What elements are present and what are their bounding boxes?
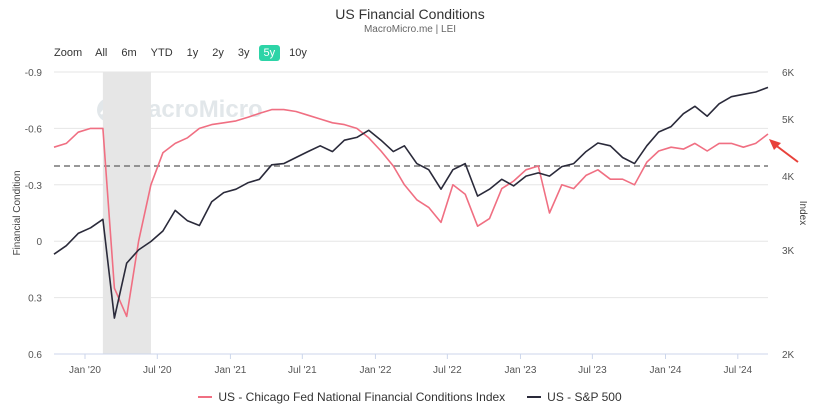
zoom-2y-button[interactable]: 2y: [212, 47, 224, 59]
left-tick-label: -0.6: [25, 124, 43, 135]
annotation-arrow-shaft: [773, 143, 799, 163]
legend-label-nfci: US - Chicago Fed National Financial Cond…: [218, 390, 506, 404]
chart-title: US Financial Conditions: [335, 6, 485, 22]
left-tick-label: 0: [36, 237, 42, 248]
x-tick-label: Jul '24: [724, 365, 753, 376]
x-tick-label: Jul '21: [288, 365, 317, 376]
zoom-all-button[interactable]: All: [95, 47, 108, 59]
zoom-10y-button[interactable]: 10y: [289, 47, 307, 59]
chart-subtitle: MacroMicro.me | LEI: [363, 24, 457, 35]
legend: US - Chicago Fed National Financial Cond…: [0, 390, 820, 404]
x-tick-label: Jul '22: [433, 365, 462, 376]
x-tick-label: Jan '23: [504, 365, 536, 376]
right-tick-label: 2K: [782, 350, 795, 361]
x-tick-label: Jul '20: [143, 365, 172, 376]
right-tick-label: 6K: [782, 68, 795, 79]
zoom-1y-button[interactable]: 1y: [186, 47, 199, 59]
x-tick-label: Jul '23: [578, 365, 607, 376]
legend-label-sp500: US - S&P 500: [547, 390, 622, 404]
left-tick-label: -0.3: [25, 181, 43, 192]
zoom-ytd-button[interactable]: YTD: [150, 47, 173, 59]
right-tick-label: 3K: [782, 246, 795, 257]
x-tick-label: Jan '21: [214, 365, 246, 376]
series-line-nfci: [53, 108, 769, 318]
right-tick-label: 4K: [782, 172, 795, 183]
x-tick-label: Jan '22: [359, 365, 391, 376]
chart-area: -0.9 -0.6 -0.3 0 0.3 0.6 6K 5K 4K 3K 2K Financial C…: [12, 68, 808, 376]
left-tick-label: 0.6: [28, 350, 42, 361]
annotation-arrow-head: [769, 139, 781, 150]
zoom-5y-button[interactable]: 5y: [258, 45, 281, 61]
legend-swatch-sp500: [527, 396, 542, 398]
zoom-label: Zoom: [54, 47, 83, 59]
right-tick-label: 5K: [782, 115, 795, 126]
x-tick-label: Jan '20: [69, 365, 101, 376]
shaded-period: [102, 72, 151, 354]
series-line-sp500: [53, 86, 769, 319]
left-tick-label: 0.3: [28, 294, 42, 305]
left-tick-label: -0.9: [25, 68, 43, 79]
zoom-6m-button[interactable]: 6m: [121, 47, 137, 59]
zoom-bar: Zoom All 6m YTD 1y 2y 3y 5y 10y: [54, 44, 312, 62]
legend-item-nfci[interactable]: US - Chicago Fed National Financial Cond…: [198, 390, 505, 404]
x-tick-label: Jan '24: [650, 365, 682, 376]
legend-item-sp500[interactable]: US - S&P 500: [527, 390, 622, 404]
right-axis-title: Index: [797, 201, 808, 225]
left-axis-title: Financial Condition: [12, 170, 23, 255]
zoom-3y-button[interactable]: 3y: [237, 47, 250, 59]
legend-swatch-nfci: [198, 396, 213, 398]
